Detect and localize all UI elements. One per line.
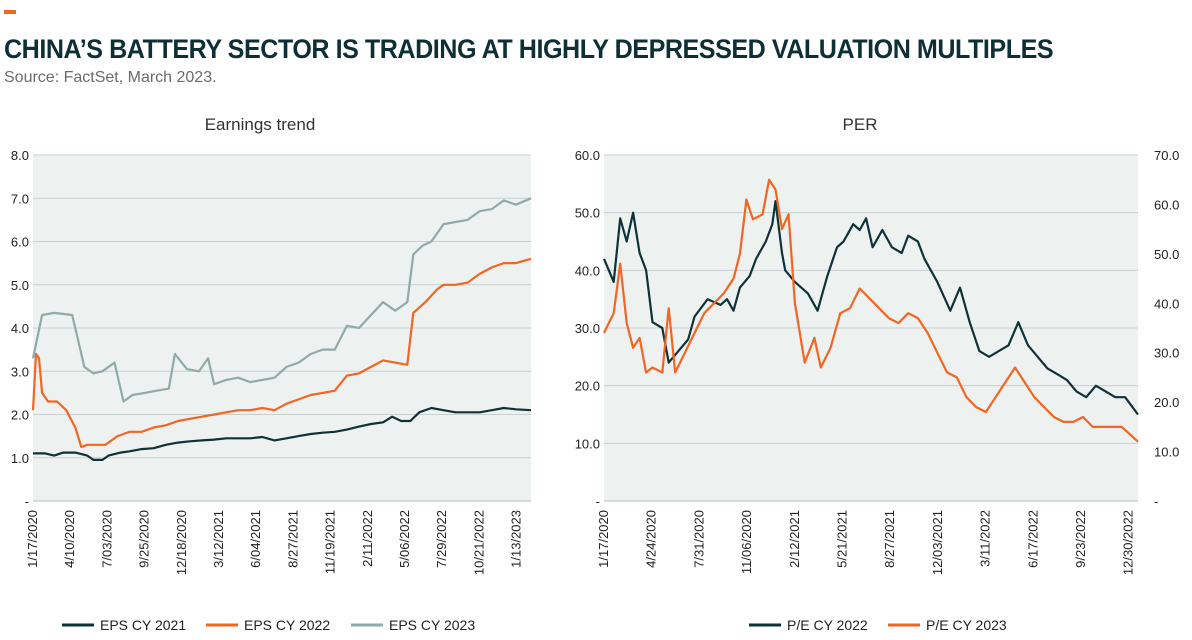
y-tick-label: 3.0 [11, 364, 29, 379]
y2-tick-label: 40.0 [1154, 296, 1179, 311]
chart-title: PER [843, 115, 878, 134]
y-tick-label: 40.0 [575, 263, 600, 278]
x-tick-label: 9/25/2020 [137, 510, 152, 568]
x-tick-label: 3/11/2022 [978, 510, 993, 567]
y2-tick-label: 50.0 [1154, 247, 1179, 262]
x-tick-label: 12/30/2022 [1121, 510, 1136, 575]
series-line [33, 406, 532, 461]
accent-bar [4, 10, 16, 14]
legend-label: P/E CY 2022 [787, 617, 868, 633]
x-tick-label: 7/29/2022 [434, 510, 449, 568]
y-tick-label: 7.0 [11, 191, 29, 206]
y2-tick-label: 20.0 [1154, 395, 1179, 410]
series-line [31, 257, 532, 448]
x-tick-label: 11/19/2021 [323, 510, 338, 574]
y2-tick-label: - [1154, 494, 1158, 509]
y-tick-label: 4.0 [11, 321, 29, 336]
x-tick-label: 8/27/2021 [882, 510, 897, 568]
y2-tick-label: 70.0 [1154, 148, 1179, 163]
y-tick-label: 50.0 [575, 206, 600, 221]
x-tick-label: 7/31/2020 [691, 510, 706, 568]
y2-tick-label: 30.0 [1154, 346, 1179, 361]
legend-label: P/E CY 2023 [926, 617, 1007, 633]
y2-tick-label: 10.0 [1154, 445, 1179, 460]
x-tick-label: 1/17/2020 [25, 510, 40, 568]
y-tick-label: 5.0 [11, 278, 29, 293]
y-tick-label: 60.0 [575, 148, 600, 163]
x-tick-label: 5/21/2021 [835, 510, 850, 568]
legend-label: EPS CY 2021 [100, 617, 186, 633]
y-tick-label: 10.0 [575, 436, 600, 451]
x-tick-label: 12/18/2020 [174, 510, 189, 575]
x-tick-label: 1/17/2020 [596, 510, 611, 568]
x-tick-label: 8/27/2021 [285, 510, 300, 568]
x-tick-label: 9/23/2022 [1073, 510, 1088, 568]
y-tick-label: 6.0 [11, 235, 29, 250]
series-line [31, 197, 532, 403]
x-tick-label: 4/10/2020 [62, 510, 77, 568]
x-tick-label: 12/03/2021 [930, 510, 945, 575]
y-tick-label: 20.0 [575, 379, 600, 394]
x-tick-label: 6/17/2022 [1025, 510, 1040, 568]
x-tick-label: 3/12/2021 [211, 510, 226, 568]
legend-label: EPS CY 2023 [389, 617, 475, 633]
chart-title: Earnings trend [205, 115, 316, 134]
legend-label: EPS CY 2022 [244, 617, 330, 633]
y-tick-label: - [25, 494, 29, 509]
series-line [602, 200, 1139, 416]
y-tick-label: 2.0 [11, 408, 29, 423]
y-tick-label: - [596, 494, 600, 509]
x-tick-label: 6/04/2021 [248, 510, 263, 568]
x-tick-label: 4/24/2020 [644, 510, 659, 568]
page-title: CHINA’S BATTERY SECTOR IS TRADING AT HIG… [4, 34, 1054, 64]
x-tick-label: 2/12/2021 [787, 510, 802, 568]
x-tick-label: 1/13/2023 [509, 510, 524, 568]
series-line [603, 178, 1139, 443]
y-tick-label: 30.0 [575, 321, 600, 336]
y-tick-label: 1.0 [11, 451, 29, 466]
x-tick-label: 11/06/2020 [739, 510, 754, 574]
y2-tick-label: 60.0 [1154, 197, 1179, 212]
y-tick-label: 8.0 [11, 148, 29, 163]
x-tick-label: 5/06/2022 [397, 510, 412, 568]
x-tick-label: 10/21/2022 [471, 510, 486, 575]
x-tick-label: 2/11/2022 [360, 510, 375, 567]
x-tick-label: 7/03/2020 [99, 510, 114, 568]
page-subtitle: Source: FactSet, March 2023. [4, 69, 217, 86]
